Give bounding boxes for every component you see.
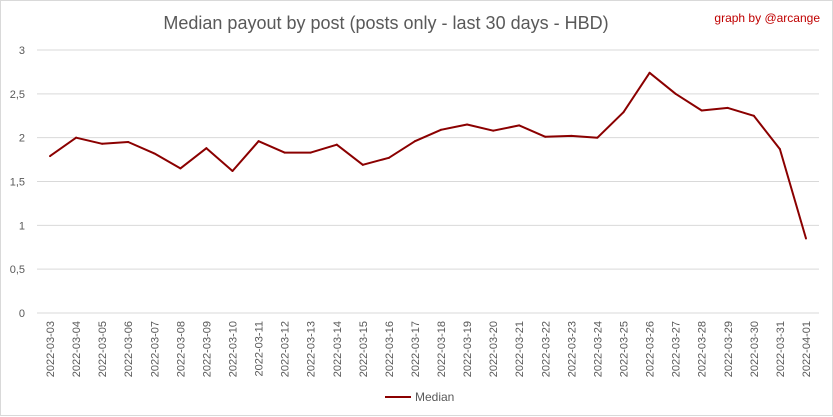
y-tick-label: 2,5 (10, 89, 25, 101)
data-point (570, 134, 573, 137)
data-point (153, 152, 156, 155)
data-point (179, 167, 182, 170)
data-point (726, 106, 729, 109)
data-point (466, 123, 469, 126)
x-tick-label: 2022-03-03 (45, 321, 57, 377)
chart-credit: graph by @arcange (714, 11, 820, 25)
data-point (127, 141, 130, 144)
data-point (440, 128, 443, 131)
x-tick-label: 2022-03-12 (280, 321, 292, 377)
y-tick-label: 0 (19, 308, 25, 320)
x-tick-label: 2022-03-11 (254, 321, 266, 376)
x-tick-label: 2022-03-18 (436, 321, 448, 377)
x-tick-label: 2022-03-30 (749, 321, 761, 377)
x-tick-label: 2022-03-08 (175, 321, 187, 377)
x-tick-label: 2022-03-16 (384, 321, 396, 377)
x-tick-label: 2022-03-09 (201, 321, 213, 377)
y-axis-ticks: 0 0,5 1 1,5 2 2,5 3 (10, 45, 25, 320)
legend: Median (385, 390, 454, 404)
data-point (518, 124, 521, 127)
data-point (49, 155, 52, 158)
x-tick-label: 2022-03-24 (592, 321, 604, 377)
x-tick-label: 2022-03-25 (619, 321, 631, 377)
x-tick-label: 2022-03-06 (123, 321, 135, 377)
x-tick-label: 2022-03-20 (488, 321, 500, 377)
data-point (257, 140, 260, 143)
y-tick-label: 1 (19, 220, 25, 232)
data-point (361, 163, 364, 166)
chart-title: Median payout by post (posts only - last… (163, 13, 609, 33)
data-point (283, 151, 286, 154)
data-point (674, 92, 677, 95)
legend-label-median: Median (415, 390, 454, 404)
series-line-median (49, 71, 807, 239)
x-tick-label: 2022-03-04 (71, 321, 83, 377)
x-tick-label: 2022-03-27 (671, 321, 683, 377)
y-tick-label: 0,5 (10, 264, 25, 276)
x-tick-label: 2022-03-10 (228, 321, 240, 377)
data-point (752, 114, 755, 117)
x-tick-label: 2022-03-22 (540, 321, 552, 377)
x-tick-label: 2022-03-13 (306, 321, 318, 377)
x-tick-label: 2022-03-07 (149, 321, 161, 377)
data-point (492, 129, 495, 132)
y-tick-label: 2 (19, 133, 25, 145)
x-tick-label: 2022-03-29 (723, 321, 735, 377)
data-point (387, 156, 390, 159)
x-axis-ticks: 2022-03-03 2022-03-04 2022-03-05 2022-03-06… (45, 321, 813, 377)
x-tick-label: 2022-03-26 (645, 321, 657, 377)
data-point (309, 151, 312, 154)
y-tick-label: 1,5 (10, 177, 25, 189)
data-point (778, 148, 781, 151)
x-tick-label: 2022-03-19 (462, 321, 474, 377)
data-point (335, 143, 338, 146)
x-tick-label: 2022-03-17 (410, 321, 422, 377)
data-point (648, 71, 651, 74)
x-tick-label: 2022-03-31 (775, 321, 787, 377)
x-tick-label: 2022-03-23 (566, 321, 578, 377)
data-point (804, 237, 807, 240)
data-point (544, 135, 547, 138)
data-point (231, 169, 234, 172)
data-point (75, 136, 78, 139)
y-tick-label: 3 (19, 45, 25, 57)
x-tick-label: 2022-03-15 (358, 321, 370, 377)
x-tick-label: 2022-03-21 (514, 321, 526, 377)
series-layer (49, 71, 807, 240)
x-tick-label: 2022-03-14 (332, 321, 344, 377)
data-point (101, 142, 104, 145)
data-point (596, 136, 599, 139)
gridlines (37, 49, 819, 314)
data-point (700, 109, 703, 112)
x-tick-label: 2022-04-01 (801, 321, 813, 377)
x-tick-label: 2022-03-05 (97, 321, 109, 377)
x-tick-label: 2022-03-28 (697, 321, 709, 377)
data-point (413, 140, 416, 143)
data-point (622, 111, 625, 114)
data-point (205, 147, 208, 150)
